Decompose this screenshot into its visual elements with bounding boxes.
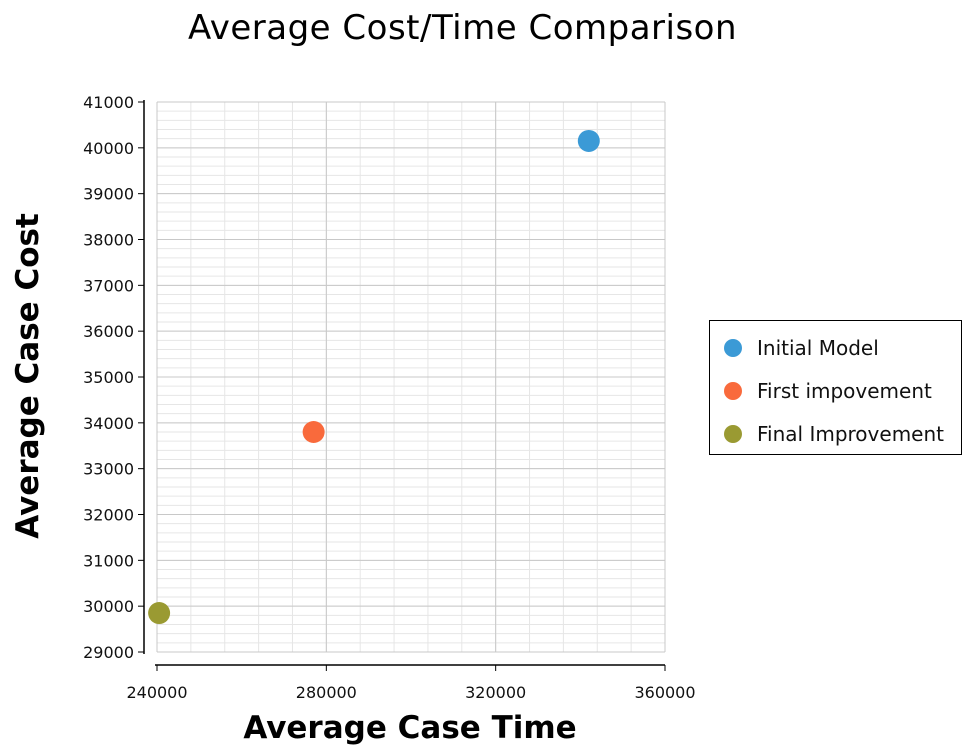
data-point: [148, 602, 171, 625]
legend-swatch: [724, 339, 742, 357]
y-tick-label: 30000: [83, 597, 134, 616]
legend-label: First impovement: [757, 379, 932, 403]
y-tick-label: 41000: [83, 93, 134, 112]
legend-swatch: [724, 425, 742, 443]
legend-item: First impovement: [724, 377, 932, 405]
y-tick-label: 39000: [83, 185, 134, 204]
y-tick-label: 40000: [83, 139, 134, 158]
tick-labels: 29000 30000 31000 32000 33000 34000 35000 36000…: [83, 93, 695, 702]
y-tick-label: 36000: [83, 322, 134, 341]
data-point: [577, 129, 600, 152]
grid: [156, 101, 666, 653]
y-tick-label: 34000: [83, 414, 134, 433]
chart-title: Average Cost/Time Comparison: [187, 8, 738, 48]
y-tick-label: 29000: [83, 643, 134, 662]
y-tick-label: 37000: [83, 276, 134, 295]
y-tick-label: 31000: [83, 551, 134, 570]
legend-item: Initial Model: [724, 334, 879, 362]
legend-item: Final Improvement: [724, 420, 944, 448]
x-tick-label: 360000: [634, 683, 695, 702]
y-tick-label: 38000: [83, 231, 134, 250]
legend-label: Initial Model: [757, 336, 879, 360]
legend: Initial Model First impovement Final Impro…: [709, 320, 962, 455]
axes: [138, 100, 666, 671]
x-tick-label: 320000: [465, 683, 526, 702]
legend-label: Final Improvement: [757, 422, 944, 446]
data-points: [148, 129, 600, 625]
y-tick-label: 32000: [83, 506, 134, 525]
x-tick-label: 240000: [126, 683, 187, 702]
x-axis-label: Average Case Time: [243, 710, 577, 746]
y-tick-label: 35000: [83, 368, 134, 387]
legend-swatch: [724, 382, 742, 400]
x-tick-label: 280000: [296, 683, 357, 702]
y-tick-label: 33000: [83, 460, 134, 479]
data-point: [302, 421, 325, 443]
